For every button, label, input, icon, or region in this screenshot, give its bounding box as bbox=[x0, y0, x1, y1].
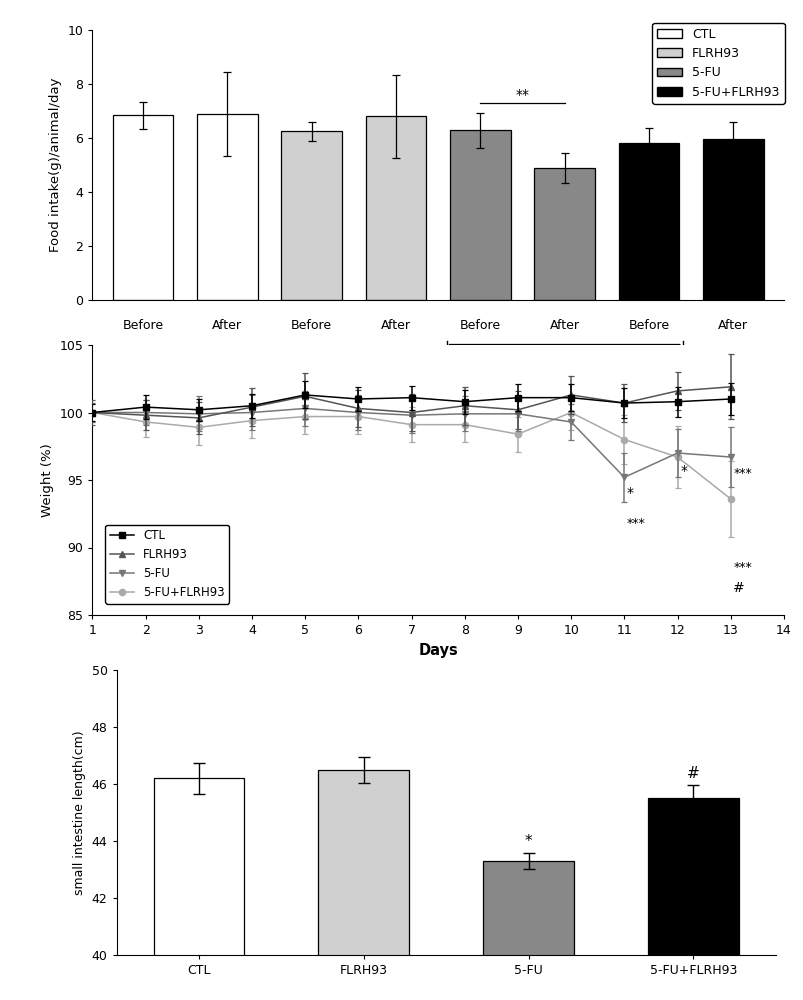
Text: After: After bbox=[549, 319, 579, 332]
Bar bbox=[153, 778, 244, 1000]
Text: **: ** bbox=[515, 88, 529, 102]
Text: Before: Before bbox=[122, 319, 164, 332]
Bar bbox=[112, 115, 173, 300]
Bar bbox=[702, 139, 763, 300]
Text: ***: *** bbox=[732, 561, 751, 574]
Text: ***: *** bbox=[732, 467, 751, 480]
Y-axis label: Food intake(g)/animal/day: Food intake(g)/animal/day bbox=[49, 78, 62, 252]
X-axis label: Days: Days bbox=[418, 643, 458, 658]
Legend: CTL, FLRH93, 5-FU, 5-FU+FLRH93: CTL, FLRH93, 5-FU, 5-FU+FLRH93 bbox=[105, 525, 229, 604]
Bar bbox=[483, 861, 573, 1000]
Text: *: * bbox=[679, 464, 687, 478]
Text: 5-FU: 5-FU bbox=[548, 353, 579, 366]
Legend: CTL, FLRH93, 5-FU, 5-FU+FLRH93: CTL, FLRH93, 5-FU, 5-FU+FLRH93 bbox=[651, 23, 784, 104]
Bar bbox=[197, 114, 258, 300]
Y-axis label: Weight (%): Weight (%) bbox=[41, 443, 54, 517]
Bar bbox=[365, 116, 426, 300]
Bar bbox=[281, 131, 341, 300]
Y-axis label: small intestine length(cm): small intestine length(cm) bbox=[73, 730, 86, 895]
Text: *: * bbox=[524, 834, 532, 849]
Text: ***: *** bbox=[626, 517, 645, 530]
Text: After: After bbox=[717, 319, 748, 332]
Text: Before: Before bbox=[459, 319, 500, 332]
Text: After: After bbox=[381, 319, 410, 332]
Bar bbox=[647, 798, 738, 1000]
Bar bbox=[618, 143, 679, 300]
Text: Before: Before bbox=[291, 319, 332, 332]
Text: Before: Before bbox=[628, 319, 669, 332]
Text: *: * bbox=[626, 487, 634, 500]
Text: #: # bbox=[732, 581, 744, 595]
Bar bbox=[450, 130, 510, 300]
Bar bbox=[534, 168, 594, 300]
Text: #: # bbox=[687, 766, 699, 781]
Text: After: After bbox=[212, 319, 242, 332]
Bar bbox=[318, 770, 409, 1000]
